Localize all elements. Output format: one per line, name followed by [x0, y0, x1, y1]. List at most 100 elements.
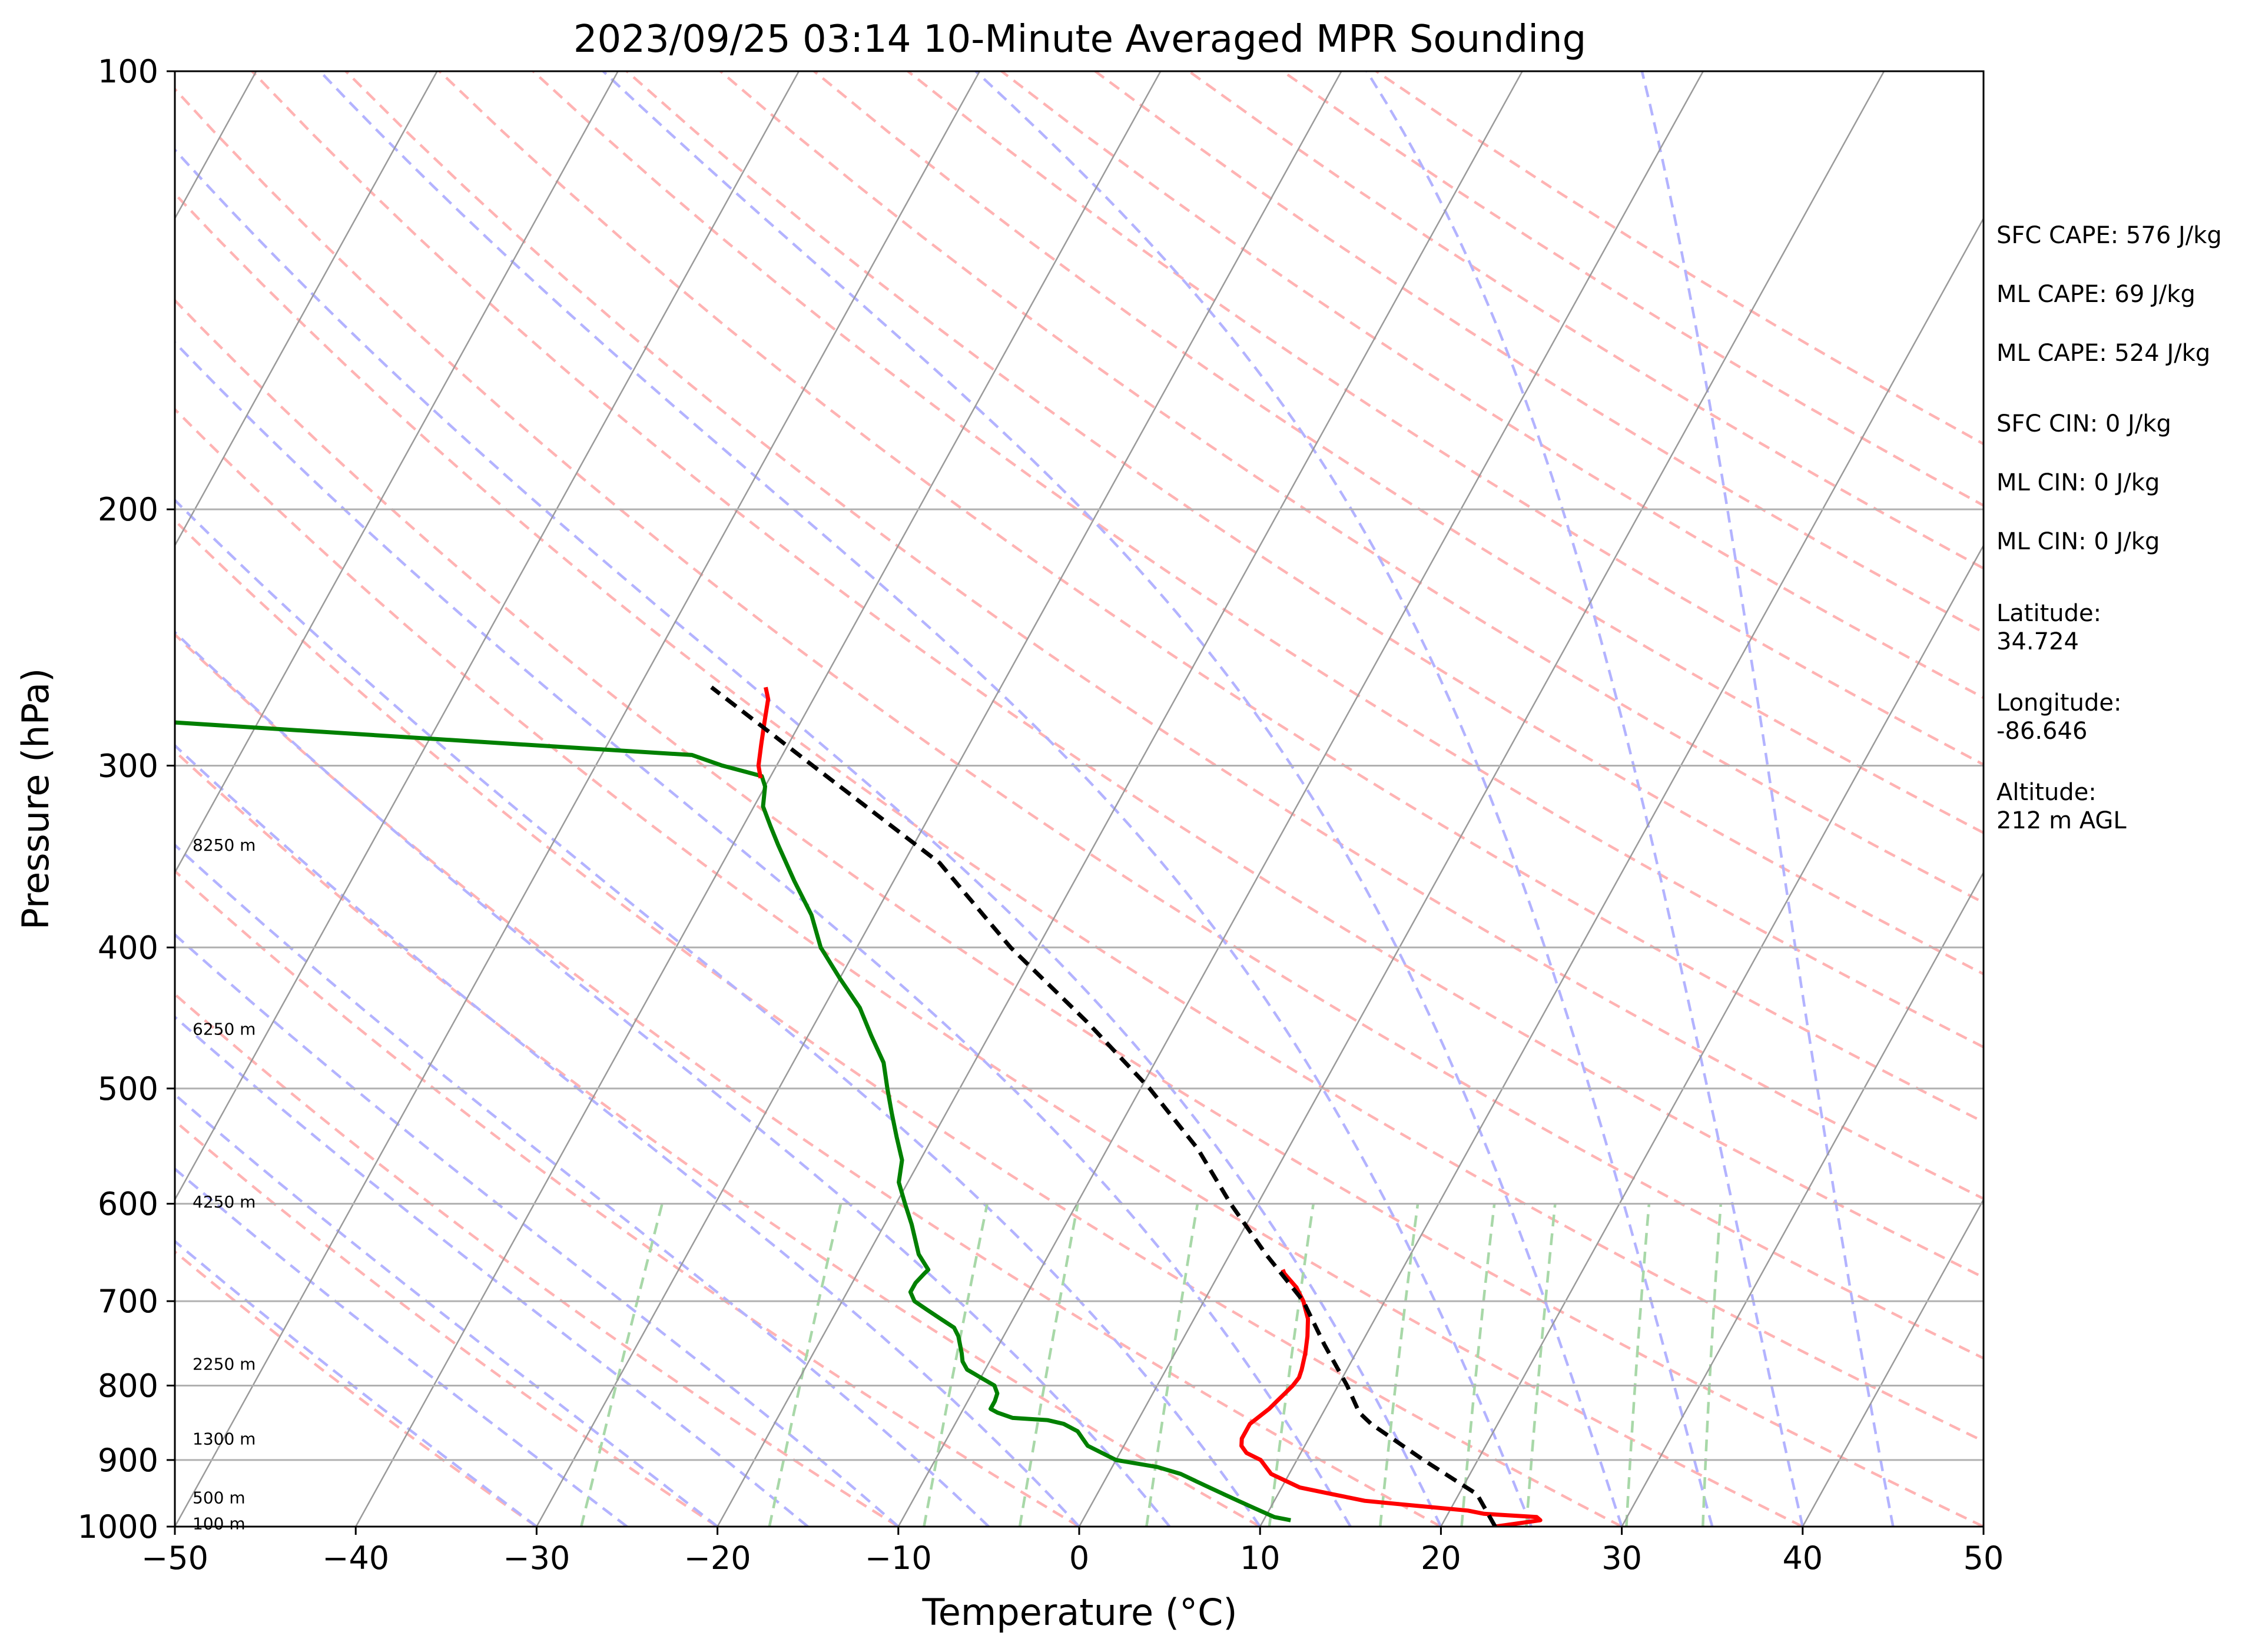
- x-axis-title: Temperature (°C): [921, 1591, 1237, 1634]
- temperature-trace-upper: [756, 686, 771, 779]
- x-tick-label: 0: [1069, 1540, 1089, 1577]
- moist-adiabat-line: [602, 71, 1623, 1527]
- y-tick-label: 200: [98, 491, 158, 528]
- height-label: 1300 m: [193, 1429, 256, 1448]
- y-tick-label: 900: [98, 1442, 158, 1479]
- dewpoint-trace: [175, 720, 1291, 1522]
- info-label: ML CIN: 0 J/kg: [1996, 469, 2160, 496]
- dry-adiabat-line: [175, 749, 1261, 1527]
- moist-adiabat-line: [175, 843, 990, 1527]
- mixing-ratio-line: [580, 1203, 664, 1527]
- dry-adiabat-line: [344, 71, 1984, 1200]
- info-label: Latitude:: [1996, 600, 2101, 627]
- mixing-ratio-line: [1460, 1203, 1496, 1527]
- x-tick-label: 40: [1782, 1540, 1823, 1577]
- x-tick-label: 50: [1964, 1540, 2004, 1577]
- info-label: SFC CAPE: 576 J/kg: [1996, 222, 2222, 249]
- moist-adiabat-line: [175, 1093, 718, 1527]
- info-value: -86.646: [1996, 718, 2087, 745]
- dry-adiabat-line: [813, 71, 1984, 835]
- dry-adiabat-line: [719, 71, 1984, 904]
- y-tick-label: 1000: [78, 1508, 158, 1545]
- dry-adiabat-line: [175, 992, 899, 1527]
- y-tick-label: 100: [98, 53, 158, 90]
- moist-adiabat-line: [175, 148, 1442, 1527]
- isotherm-line: [355, 71, 1162, 1527]
- info-label: ML CIN: 0 J/kg: [1996, 528, 2160, 555]
- moist-adiabat-line: [175, 1167, 628, 1527]
- info-label: ML CAPE: 69 J/kg: [1996, 281, 2195, 308]
- dry-adiabat-line: [175, 1250, 538, 1527]
- y-tick-label: 600: [98, 1186, 158, 1223]
- isotherm-line: [175, 71, 981, 1527]
- moist-adiabat-line: [974, 71, 1714, 1527]
- isotherm-line: [536, 71, 1342, 1527]
- info-label: ML CAPE: 524 J/kg: [1996, 340, 2210, 367]
- chart-title: 2023/09/25 03:14 10-Minute Averaged MPR …: [573, 18, 1586, 61]
- sounding-info-panel: SFC CAPE: 576 J/kg ML CAPE: 69 J/kg ML CAP…: [1996, 222, 2222, 834]
- isotherm-line: [1802, 1197, 1984, 1527]
- isotherm-line: [897, 71, 1704, 1527]
- plot-frame: [174, 70, 1985, 1528]
- dry-adiabat-line: [438, 71, 1984, 1124]
- moist-adiabat-line: [175, 744, 1080, 1527]
- dry-adiabat-line: [175, 191, 1984, 1443]
- height-label: 2250 m: [193, 1355, 256, 1374]
- isotherm-line: [1078, 71, 1885, 1527]
- isotherm-line: [175, 71, 800, 1202]
- height-labels: 8250 m 6250 m 4250 m 2250 m 1300 m 500 m 100 m: [193, 835, 256, 1534]
- x-tick-label: −40: [322, 1540, 389, 1577]
- isotherm-line: [717, 71, 1523, 1527]
- x-tick-label: −30: [503, 1540, 570, 1577]
- moist-adiabat-line: [175, 1239, 538, 1527]
- moist-adiabat-line: [175, 933, 900, 1527]
- moist-adiabat-line: [1365, 71, 1804, 1527]
- temperature-trace: [1239, 1269, 1543, 1527]
- height-label: 500 m: [193, 1488, 246, 1508]
- info-label: Altitude:: [1996, 779, 2097, 806]
- dry-adiabat-line: [175, 407, 1803, 1527]
- mixing-ratio-line: [923, 1203, 989, 1527]
- y-tick-label: 800: [98, 1367, 158, 1404]
- info-label: Longitude:: [1996, 689, 2121, 716]
- y-tick-label: 500: [98, 1070, 158, 1107]
- dry-adiabat-line: [175, 632, 1442, 1527]
- x-tick-label: −20: [684, 1540, 751, 1577]
- dry-adiabat-line: [175, 87, 1984, 1360]
- x-tick-label: −50: [141, 1540, 208, 1577]
- y-axis-title: Pressure (hPa): [14, 668, 57, 930]
- sounding-traces: [175, 685, 1543, 1527]
- height-label: 4250 m: [193, 1192, 256, 1212]
- height-label: 6250 m: [193, 1020, 256, 1039]
- moist-adiabat-line: [1640, 71, 1895, 1527]
- info-label: SFC CIN: 0 J/kg: [1996, 410, 2171, 437]
- isotherm-line: [1259, 217, 1984, 1527]
- background-grid: [175, 71, 1984, 1527]
- x-tick-label: 20: [1421, 1540, 1461, 1577]
- info-value: 34.724: [1996, 628, 2079, 655]
- moist-adiabat-line: [175, 1015, 809, 1527]
- isotherm-line: [175, 71, 438, 548]
- moist-adiabat-line: [175, 630, 1171, 1527]
- isotherm-line: [1440, 543, 1984, 1527]
- dry-adiabat-line: [175, 298, 1984, 1527]
- moist-adiabat-line: [319, 71, 1533, 1527]
- x-tick-label: 30: [1601, 1540, 1642, 1577]
- mixing-ratio-line: [768, 1203, 843, 1527]
- mixing-ratio-line: [1018, 1203, 1079, 1527]
- dry-adiabat-line: [175, 519, 1623, 1527]
- x-tick-label: 10: [1240, 1540, 1281, 1577]
- moist-adiabat-line: [175, 340, 1352, 1527]
- x-axis-ticks: −50 −40 −30 −20 −10 0 10 20 30 40 50: [141, 1527, 2004, 1577]
- isotherm-line: [175, 71, 619, 874]
- dry-adiabat-line: [175, 869, 1080, 1527]
- y-tick-label: 300: [98, 747, 158, 784]
- info-value: 212 m AGL: [1996, 807, 2127, 834]
- y-tick-label: 700: [98, 1283, 158, 1320]
- y-axis-ticks: 100 200 300 400 500 600 700 800 900 1000: [78, 53, 175, 1545]
- dry-adiabat-line: [251, 71, 1984, 1279]
- dry-adiabat-line: [532, 71, 1984, 1049]
- isotherm-line: [1621, 871, 1984, 1527]
- x-tick-label: −10: [865, 1540, 932, 1577]
